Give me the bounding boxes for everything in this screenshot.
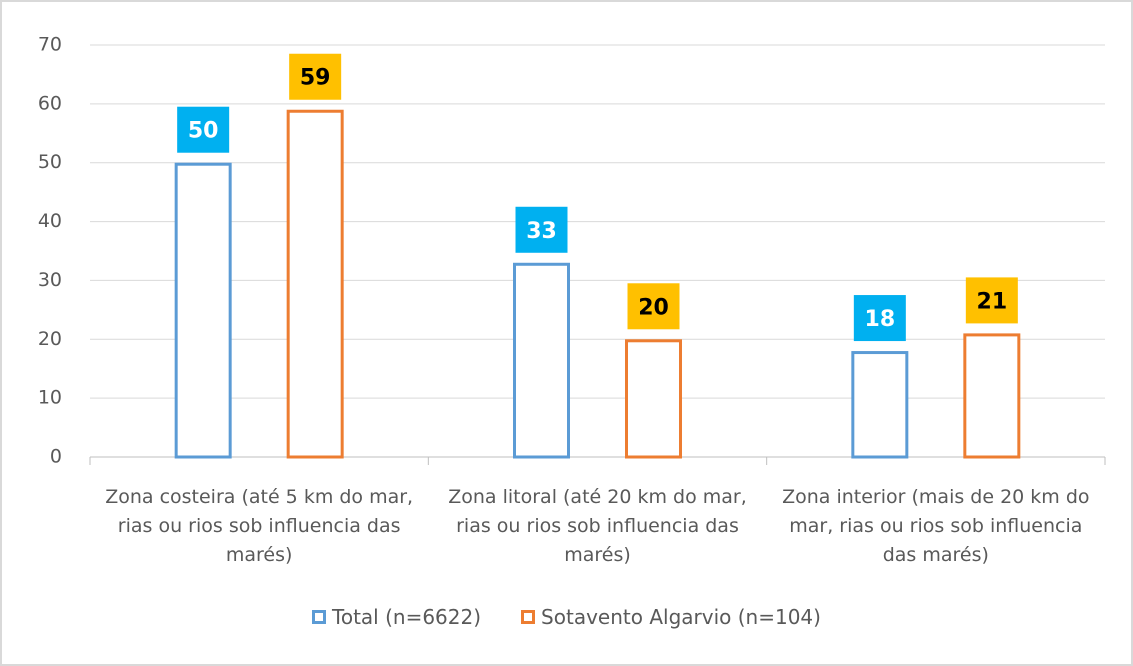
y-tick-label: 0 [50,446,62,468]
y-tick-label: 70 [38,34,62,56]
legend-item: Total (n=6622) [312,605,481,629]
bar [625,339,682,459]
y-tick-label: 10 [38,387,62,409]
x-tick-label: Zona litoral (até 20 km do mar, rias ou … [448,486,747,566]
x-tick-label: Zona interior (mais de 20 km do mar, ria… [782,486,1090,566]
x-tick-label: Zona costeira (até 5 km do mar, rias ou … [105,486,414,566]
legend-label: Sotavento Algarvio (n=104) [541,605,821,629]
data-label-box [627,283,680,330]
data-label: 21 [977,289,1008,314]
legend-item: Sotavento Algarvio (n=104) [521,605,821,629]
y-tick-label: 30 [38,269,62,291]
legend-label: Total (n=6622) [332,605,482,629]
data-label: 33 [526,219,557,244]
y-tick-label: 60 [38,92,62,114]
data-label: 18 [865,307,896,332]
y-tick-label: 50 [38,151,62,173]
data-label-box [177,106,230,153]
bar [963,333,1021,459]
legend-swatch [521,610,536,624]
bar [513,262,570,459]
data-label: 59 [300,66,331,91]
data-label-box [965,277,1018,324]
data-label-box [853,295,906,342]
bar [851,351,909,459]
y-tick-label: 40 [38,210,62,232]
bar [174,162,232,459]
data-label: 50 [188,119,219,144]
legend-swatch [312,610,327,624]
data-label-box [289,53,342,100]
data-label: 20 [638,295,669,320]
data-label-box [515,206,568,253]
y-tick-label: 20 [38,328,62,350]
bar [286,109,344,459]
legend: Total (n=6622) Sotavento Algarvio (n=104) [0,605,1133,629]
